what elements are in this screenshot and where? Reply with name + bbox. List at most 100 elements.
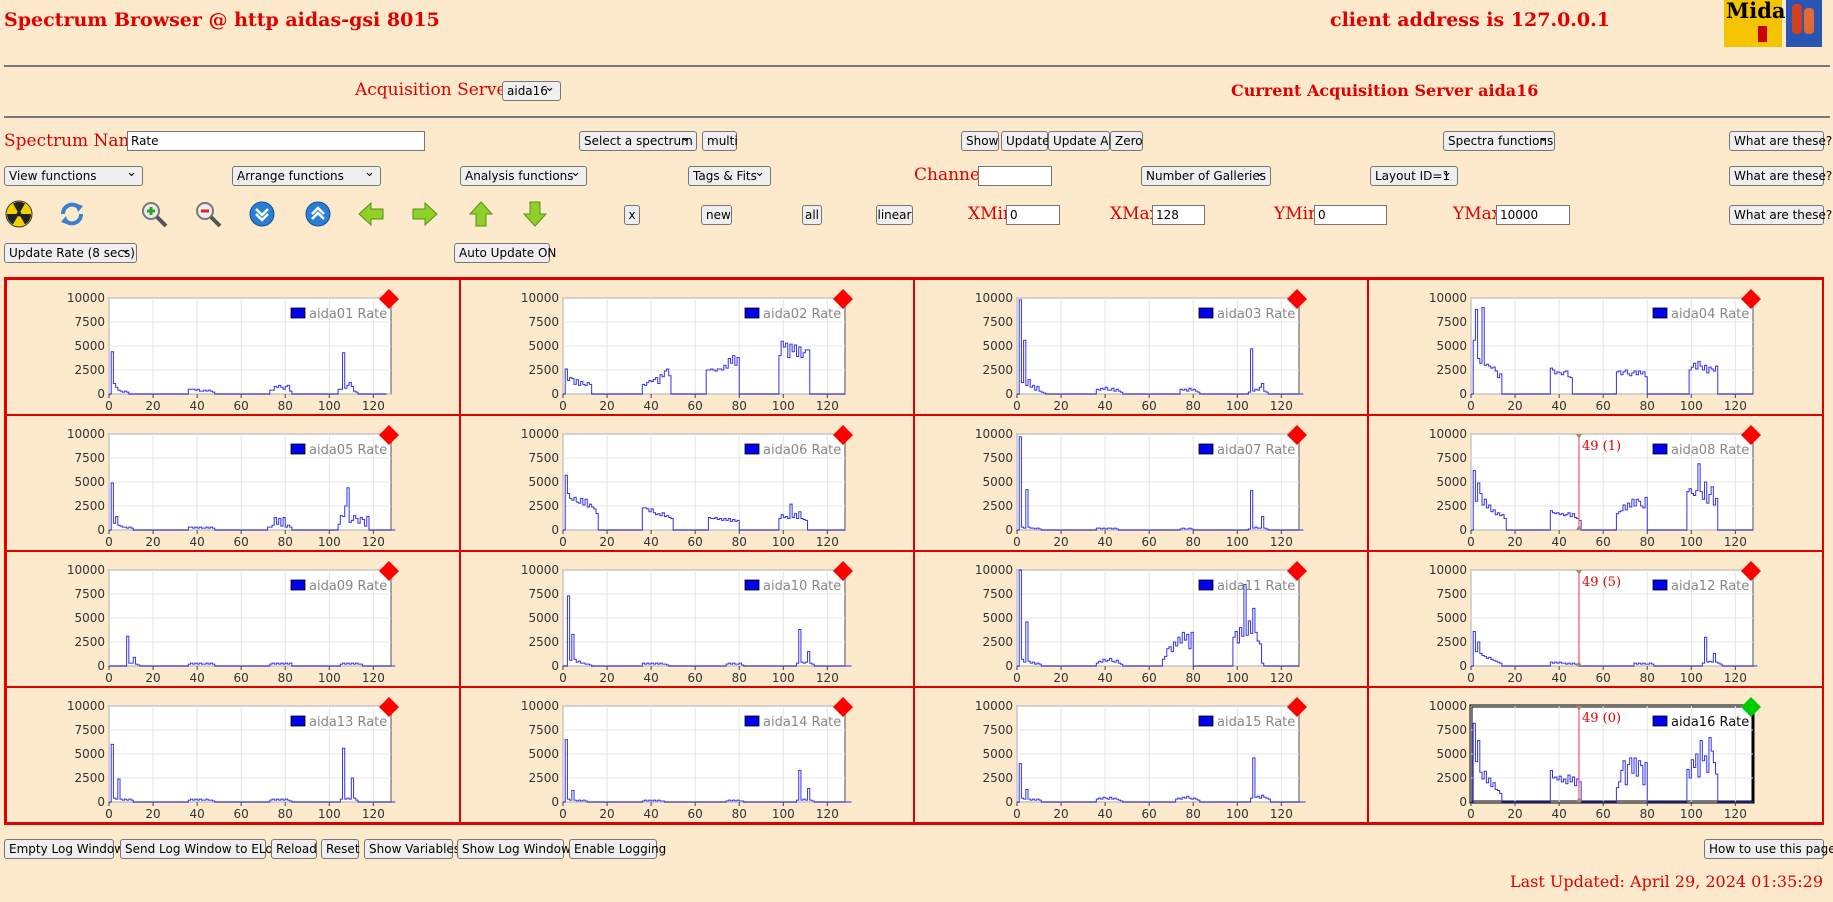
- ymax-input[interactable]: 10000: [1496, 205, 1570, 225]
- spectrum-cell[interactable]: 0 2500 5000 7500 10000 0 20 40 60 80 100 120 aida01 …: [6, 279, 460, 415]
- scroll-down-icon[interactable]: [248, 200, 276, 228]
- x-tick-label: 60: [1596, 671, 1611, 685]
- what-are-these-button-1[interactable]: What are these?: [1729, 131, 1832, 151]
- arrow-left-icon[interactable]: [357, 200, 385, 228]
- spectrum-plot[interactable]: 0 2500 5000 7500 10000 0 20 40 60 80 100 120 aida13 …: [7, 688, 463, 824]
- status-diamond-icon[interactable]: [1287, 289, 1307, 309]
- linear-button[interactable]: linear: [876, 205, 913, 225]
- status-diamond-icon[interactable]: [379, 561, 399, 581]
- spectrum-plot[interactable]: 0 2500 5000 7500 10000 0 20 40 60 80 100 120 49 (1) a…: [1369, 416, 1825, 552]
- spectrum-cell[interactable]: 0 2500 5000 7500 10000 0 20 40 60 80 100 120 aida05 …: [6, 415, 460, 551]
- number-of-galleries-dropdown[interactable]: Number of Galleries: [1141, 164, 1271, 186]
- reset-button[interactable]: Reset: [321, 839, 360, 859]
- spectrum-plot[interactable]: 0 2500 5000 7500 10000 0 20 40 60 80 100 120 aida15 …: [915, 688, 1371, 824]
- spectrum-cell[interactable]: 0 2500 5000 7500 10000 0 20 40 60 80 100 120 aida09 …: [6, 551, 460, 687]
- multi-button[interactable]: multi: [702, 131, 738, 151]
- show-button[interactable]: Show: [961, 131, 999, 151]
- refresh-icon[interactable]: [58, 200, 86, 228]
- view-functions-dropdown[interactable]: View functions: [4, 164, 143, 186]
- status-diamond-icon[interactable]: [1741, 289, 1761, 309]
- spectrum-plot[interactable]: 0 2500 5000 7500 10000 0 20 40 60 80 100 120 aida09 …: [7, 552, 463, 688]
- zero-button[interactable]: Zero: [1110, 131, 1143, 151]
- x-tick-label: 40: [1097, 807, 1112, 821]
- analysis-functions-dropdown[interactable]: Analysis functions: [460, 164, 587, 186]
- status-diamond-icon[interactable]: [833, 561, 853, 581]
- arrow-right-icon[interactable]: [411, 200, 439, 228]
- show-log-window-button[interactable]: Show Log Window: [457, 839, 571, 859]
- update-rate-dropdown[interactable]: Update Rate (8 secs): [4, 241, 137, 263]
- spectrum-plot[interactable]: 0 2500 5000 7500 10000 0 20 40 60 80 100 120 aida07 …: [915, 416, 1371, 552]
- spectrum-cell[interactable]: 0 2500 5000 7500 10000 0 20 40 60 80 100 120 aida14 …: [460, 687, 914, 823]
- spectra-functions-dropdown[interactable]: Spectra functions: [1443, 129, 1555, 151]
- select-spectrum-dropdown[interactable]: Select a spectrum: [579, 129, 697, 151]
- spectrum-plot[interactable]: 0 2500 5000 7500 10000 0 20 40 60 80 100 120 49 (0) a…: [1369, 688, 1825, 824]
- status-diamond-icon[interactable]: [379, 425, 399, 445]
- spectrum-cell[interactable]: 0 2500 5000 7500 10000 0 20 40 60 80 100 120 aida06 …: [460, 415, 914, 551]
- spectrum-cell[interactable]: 0 2500 5000 7500 10000 0 20 40 60 80 100 120 aida07 …: [914, 415, 1368, 551]
- status-diamond-icon[interactable]: [833, 425, 853, 445]
- how-to-use-button[interactable]: How to use this page: [1704, 839, 1833, 859]
- spectrum-plot[interactable]: 0 2500 5000 7500 10000 0 20 40 60 80 100 120 aida11 …: [915, 552, 1371, 688]
- status-diamond-icon[interactable]: [1287, 561, 1307, 581]
- acquisition-server-select[interactable]: aida16: [502, 79, 561, 101]
- spectrum-cell[interactable]: 0 2500 5000 7500 10000 0 20 40 60 80 100 120 aida11 …: [914, 551, 1368, 687]
- scroll-up-icon[interactable]: [304, 200, 332, 228]
- spectrum-plot[interactable]: 0 2500 5000 7500 10000 0 20 40 60 80 100 120 49 (5) a…: [1369, 552, 1825, 688]
- status-diamond-icon[interactable]: [379, 289, 399, 309]
- page-title: Spectrum Browser @ http aidas-gsi 8015: [4, 9, 440, 31]
- status-diamond-icon[interactable]: [1287, 697, 1307, 717]
- layout-id-dropdown[interactable]: Layout ID=1: [1370, 164, 1458, 186]
- status-diamond-icon[interactable]: [379, 697, 399, 717]
- status-diamond-icon[interactable]: [833, 697, 853, 717]
- send-log-to-elog-button[interactable]: Send Log Window to ELog: [120, 839, 280, 859]
- all-button[interactable]: all: [802, 205, 822, 225]
- channel-input[interactable]: [978, 166, 1052, 186]
- xmin-input[interactable]: 0: [1006, 205, 1060, 225]
- radiation-icon[interactable]: [5, 200, 33, 228]
- spectrum-plot[interactable]: 0 2500 5000 7500 10000 0 20 40 60 80 100 120 aida06 …: [461, 416, 917, 552]
- update-all-button[interactable]: Update All: [1048, 131, 1115, 151]
- x-tick-label: 40: [1551, 535, 1566, 549]
- spectrum-cell[interactable]: 0 2500 5000 7500 10000 0 20 40 60 80 100 120 aida02 …: [460, 279, 914, 415]
- zoom-out-icon[interactable]: [194, 200, 222, 228]
- spectrum-cell[interactable]: 0 2500 5000 7500 10000 0 20 40 60 80 100 120 aida03 …: [914, 279, 1368, 415]
- spectrum-name-input[interactable]: Rate: [127, 131, 425, 151]
- spectrum-cell[interactable]: 0 2500 5000 7500 10000 0 20 40 60 80 100 120 aida04 …: [1368, 279, 1824, 415]
- spectrum-cell[interactable]: 0 2500 5000 7500 10000 0 20 40 60 80 100 120 49 (5) a…: [1368, 551, 1824, 687]
- status-diamond-icon[interactable]: [1741, 425, 1761, 445]
- update-button[interactable]: Update: [1001, 131, 1049, 151]
- spectrum-plot[interactable]: 0 2500 5000 7500 10000 0 20 40 60 80 100 120 aida03 …: [915, 280, 1371, 416]
- xmax-input[interactable]: 128: [1152, 205, 1205, 225]
- arrow-up-icon[interactable]: [467, 200, 495, 228]
- what-are-these-button-2[interactable]: What are these?: [1729, 166, 1832, 186]
- arrow-down-icon[interactable]: [521, 200, 549, 228]
- spectrum-cell[interactable]: 0 2500 5000 7500 10000 0 20 40 60 80 100 120 49 (1) a…: [1368, 415, 1824, 551]
- spectrum-cell[interactable]: 0 2500 5000 7500 10000 0 20 40 60 80 100 120 aida10 …: [460, 551, 914, 687]
- new-button[interactable]: new: [701, 205, 732, 225]
- status-diamond-icon[interactable]: [1741, 561, 1761, 581]
- spectrum-plot[interactable]: 0 2500 5000 7500 10000 0 20 40 60 80 100 120 aida02 …: [461, 280, 917, 416]
- arrange-functions-dropdown[interactable]: Arrange functions: [232, 164, 381, 186]
- status-diamond-icon[interactable]: [1287, 425, 1307, 445]
- empty-log-window-button[interactable]: Empty Log Window: [4, 839, 124, 859]
- spectrum-plot[interactable]: 0 2500 5000 7500 10000 0 20 40 60 80 100 120 aida14 …: [461, 688, 917, 824]
- ymin-input[interactable]: 0: [1314, 205, 1387, 225]
- zoom-in-icon[interactable]: [140, 200, 168, 228]
- status-diamond-icon[interactable]: [833, 289, 853, 309]
- spectrum-plot[interactable]: 0 2500 5000 7500 10000 0 20 40 60 80 100 120 aida05 …: [7, 416, 463, 552]
- spectrum-cell[interactable]: 0 2500 5000 7500 10000 0 20 40 60 80 100 120 aida15 …: [914, 687, 1368, 823]
- spectrum-cell[interactable]: 0 2500 5000 7500 10000 0 20 40 60 80 100 120 aida13 …: [6, 687, 460, 823]
- spectrum-plot[interactable]: 0 2500 5000 7500 10000 0 20 40 60 80 100 120 aida01 …: [7, 280, 463, 416]
- spectrum-plot[interactable]: 0 2500 5000 7500 10000 0 20 40 60 80 100 120 aida04 …: [1369, 280, 1825, 416]
- status-diamond-icon[interactable]: [1741, 697, 1761, 717]
- spectrum-plot[interactable]: 0 2500 5000 7500 10000 0 20 40 60 80 100 120 aida10 …: [461, 552, 917, 688]
- spectrum-series-line: [563, 739, 852, 803]
- spectrum-cell[interactable]: 0 2500 5000 7500 10000 0 20 40 60 80 100 120 49 (0) a…: [1368, 687, 1824, 823]
- show-variables-button[interactable]: Show Variables: [364, 839, 460, 859]
- x-button[interactable]: x: [624, 205, 640, 225]
- reload-button[interactable]: Reload: [271, 839, 317, 859]
- auto-update-button[interactable]: Auto Update ON: [454, 243, 556, 263]
- what-are-these-button-3[interactable]: What are these?: [1729, 205, 1832, 225]
- enable-logging-button[interactable]: Enable Logging: [569, 839, 666, 859]
- tags-fits-dropdown[interactable]: Tags & Fits: [688, 164, 771, 186]
